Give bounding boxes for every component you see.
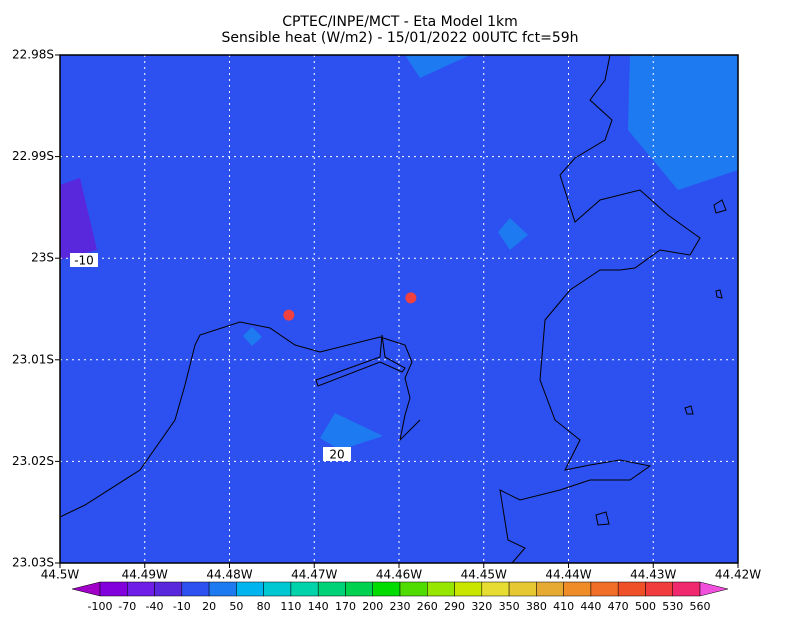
contour-region xyxy=(60,178,97,260)
x-tick-label: 44.42W xyxy=(715,568,761,582)
plot-frame xyxy=(59,54,739,564)
y-tick-label: 23.03S xyxy=(12,556,54,570)
coastline xyxy=(59,54,727,564)
colorbar-label: 500 xyxy=(635,600,656,613)
y-tick-label: 22.99S xyxy=(12,149,54,163)
contour-region xyxy=(405,55,470,78)
colorbar-label: 440 xyxy=(580,600,601,613)
colorbar-label: 200 xyxy=(362,600,383,613)
colorbar-label: 80 xyxy=(257,600,271,613)
colorbar-label: -70 xyxy=(118,600,136,613)
y-tick-label: 23.01S xyxy=(12,352,54,366)
colorbar-label: 350 xyxy=(499,600,520,613)
colorbar-box xyxy=(481,581,510,597)
contour-region xyxy=(320,413,383,450)
x-tick-label: 44.46W xyxy=(376,568,422,582)
colorbar-box xyxy=(290,581,319,597)
colorbar-label: 50 xyxy=(229,600,243,613)
coastline-path xyxy=(499,54,701,564)
colorbar-box xyxy=(127,581,155,597)
colorbar-label: 290 xyxy=(444,600,465,613)
x-tick-label: 44.48W xyxy=(206,568,252,582)
point-marker xyxy=(283,309,295,321)
colorbar-label: 140 xyxy=(308,600,329,613)
colorbar-label: 230 xyxy=(390,600,411,613)
colorbar-box xyxy=(590,581,619,597)
colorbar-label: 170 xyxy=(335,600,356,613)
contour-label: 20 xyxy=(329,448,344,462)
y-tick-label: 22.98S xyxy=(12,48,54,62)
coastline-path xyxy=(713,199,727,214)
x-tick-label: 44.44W xyxy=(545,568,591,582)
colorbar-label: 380 xyxy=(526,600,547,613)
colorbar-label: 470 xyxy=(608,600,629,613)
colorbar-box xyxy=(399,581,428,597)
colorbar-label: 530 xyxy=(662,600,683,613)
subtitle: Sensible heat (W/m2) - 15/01/2022 00UTC … xyxy=(221,30,578,46)
colorbar-box xyxy=(427,581,455,597)
colorbar-box xyxy=(372,581,401,597)
colorbar-label: 410 xyxy=(553,600,574,613)
colorbar-label: -40 xyxy=(146,600,164,613)
colorbar-box xyxy=(181,581,210,597)
x-tick-label: 44.5W xyxy=(41,568,80,582)
colorbar-label: -100 xyxy=(88,600,113,613)
x-tick-label: 44.45W xyxy=(461,568,507,582)
colorbar-triangle xyxy=(71,581,101,597)
colorbar-box xyxy=(236,581,264,597)
contour-label-box xyxy=(70,253,98,267)
colorbar-box xyxy=(99,581,128,597)
colorbar-box xyxy=(345,581,373,597)
point-marker xyxy=(405,292,417,304)
colorbar-box xyxy=(645,581,673,597)
colorbar-label: 110 xyxy=(280,600,301,613)
colorbar-box xyxy=(617,581,646,597)
colorbar-triangle xyxy=(699,581,729,597)
colorbar-box xyxy=(454,581,483,597)
coastline-path xyxy=(59,321,421,518)
colorbar-box xyxy=(263,581,292,597)
x-tick-label: 44.43W xyxy=(630,568,676,582)
colorbar-box xyxy=(672,581,701,597)
contour-region xyxy=(498,218,528,250)
colorbar-label: 260 xyxy=(417,600,438,613)
x-tick-label: 44.47W xyxy=(291,568,337,582)
contour-label: -10 xyxy=(74,254,94,268)
y-tick-label: 23.02S xyxy=(12,454,54,468)
colorbar-label: 320 xyxy=(471,600,492,613)
coastline-path xyxy=(715,289,723,299)
colorbar-box xyxy=(208,581,237,597)
colorbar-box xyxy=(508,581,537,597)
title: CPTEC/INPE/MCT - Eta Model 1km xyxy=(282,14,518,30)
colorbar-box xyxy=(536,581,564,597)
coastline-path xyxy=(315,334,406,387)
colorbar-box xyxy=(154,581,183,597)
coastline-path xyxy=(684,405,694,415)
coastline-path xyxy=(595,511,610,526)
colorbar-label: 20 xyxy=(202,600,216,613)
contour-region xyxy=(243,327,262,346)
x-tick-label: 44.49W xyxy=(122,568,168,582)
colorbar-box xyxy=(317,581,346,597)
colorbar-label: 560 xyxy=(690,600,711,613)
colorbar-box xyxy=(563,581,592,597)
colorbar-label: -10 xyxy=(173,600,191,613)
contour-label-box xyxy=(323,447,351,461)
y-tick-label: 23S xyxy=(31,251,54,265)
